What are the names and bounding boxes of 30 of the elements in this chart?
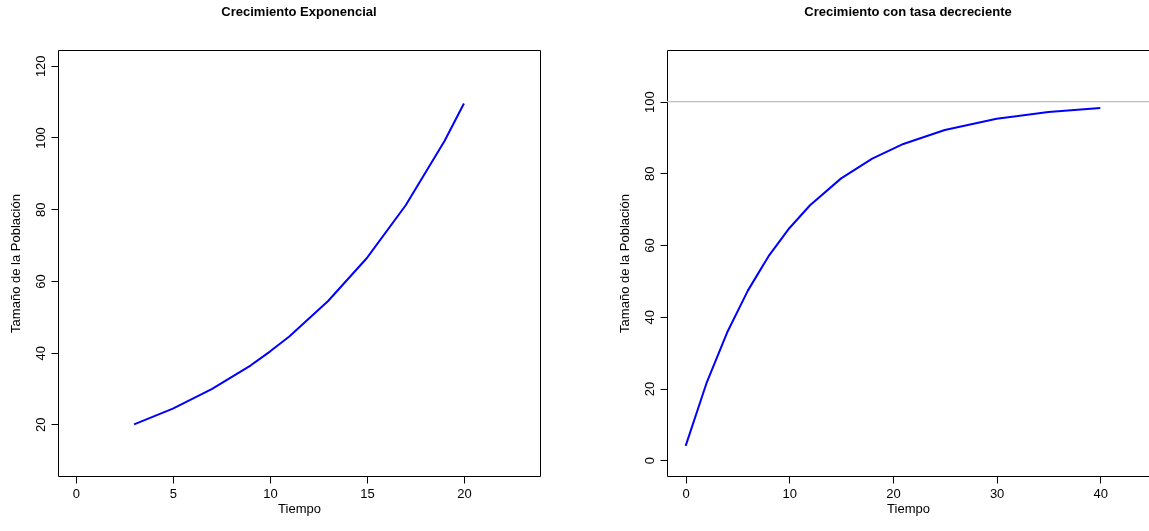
y-tick-label: 120 bbox=[32, 55, 48, 78]
y-axis-title: Tamaño de la Población bbox=[7, 194, 23, 333]
y-tick-label: 100 bbox=[641, 91, 657, 113]
x-tick-label: 0 bbox=[72, 485, 80, 501]
chart-title: Crecimiento con tasa decreciente bbox=[804, 4, 1012, 19]
x-axis-title: Tiempo bbox=[278, 500, 321, 516]
y-tick-label: 20 bbox=[32, 417, 48, 433]
chart-title: Crecimiento Exponencial bbox=[221, 4, 377, 19]
y-tick-label: 100 bbox=[32, 127, 48, 149]
x-tick-label: 30 bbox=[989, 485, 1005, 501]
y-tick-label: 20 bbox=[641, 381, 657, 397]
x-tick-label: 15 bbox=[360, 485, 375, 501]
y-tick-label: 40 bbox=[641, 310, 657, 325]
y-tick-label: 80 bbox=[32, 202, 48, 217]
x-tick-label: 5 bbox=[169, 485, 177, 501]
x-tick-label: 10 bbox=[263, 485, 278, 501]
y-tick-label: 60 bbox=[641, 238, 657, 253]
x-tick-label: 20 bbox=[457, 485, 472, 501]
x-tick-label: 20 bbox=[886, 485, 901, 501]
y-axis-title: Tamaño de la Población bbox=[616, 194, 632, 333]
y-tick-label: 40 bbox=[32, 345, 48, 361]
y-tick-label: 0 bbox=[641, 457, 657, 465]
line-series bbox=[684, 107, 1102, 447]
x-axis-title: Tiempo bbox=[887, 500, 930, 516]
x-tick-label: 40 bbox=[1093, 485, 1109, 501]
y-tick-label: 60 bbox=[32, 274, 48, 289]
y-tick-label: 80 bbox=[641, 166, 657, 182]
line-series bbox=[133, 102, 465, 426]
x-tick-label: 0 bbox=[682, 485, 690, 501]
x-tick-label: 10 bbox=[782, 485, 798, 501]
